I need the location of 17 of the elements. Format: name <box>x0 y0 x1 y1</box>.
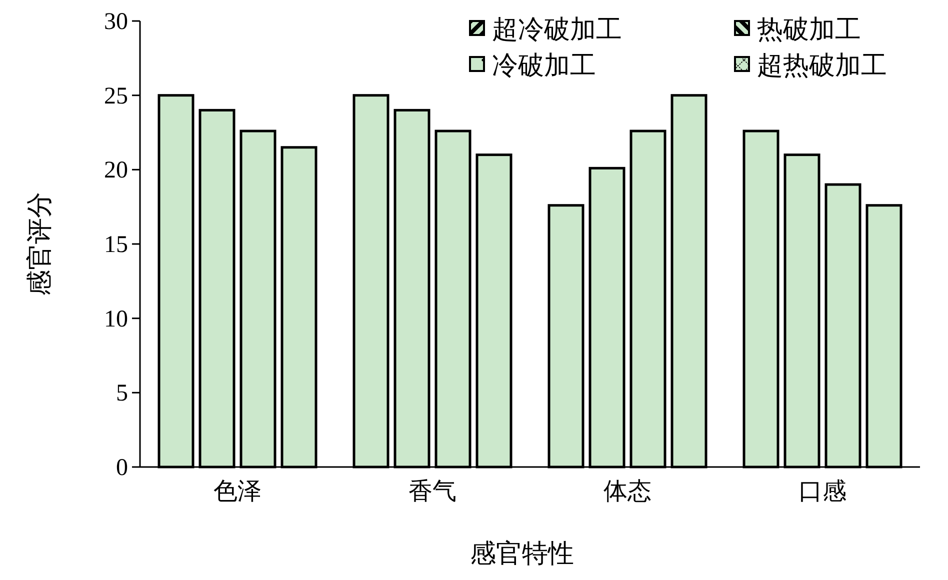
x-tick-label: 体态 <box>604 479 652 505</box>
legend-label: 超冷破加工 <box>492 15 622 44</box>
x-tick-label: 香气 <box>408 479 456 505</box>
y-tick-label: 30 <box>104 9 128 35</box>
y-axis-title: 感官评分 <box>25 192 54 296</box>
x-axis-title: 感官特性 <box>470 539 574 568</box>
legend-label: 热破加工 <box>757 15 861 44</box>
x-tick-label: 口感 <box>798 479 846 505</box>
y-tick-label: 15 <box>104 232 128 258</box>
y-tick-label: 5 <box>116 380 128 407</box>
legend-label: 冷破加工 <box>492 51 596 80</box>
y-tick-label: 20 <box>104 158 128 184</box>
x-tick-label: 色泽 <box>214 479 262 505</box>
y-tick-label: 25 <box>104 83 128 110</box>
legend-label: 超热破加工 <box>757 51 887 80</box>
y-tick-label: 10 <box>104 306 128 332</box>
y-tick-label: 0 <box>116 455 128 481</box>
